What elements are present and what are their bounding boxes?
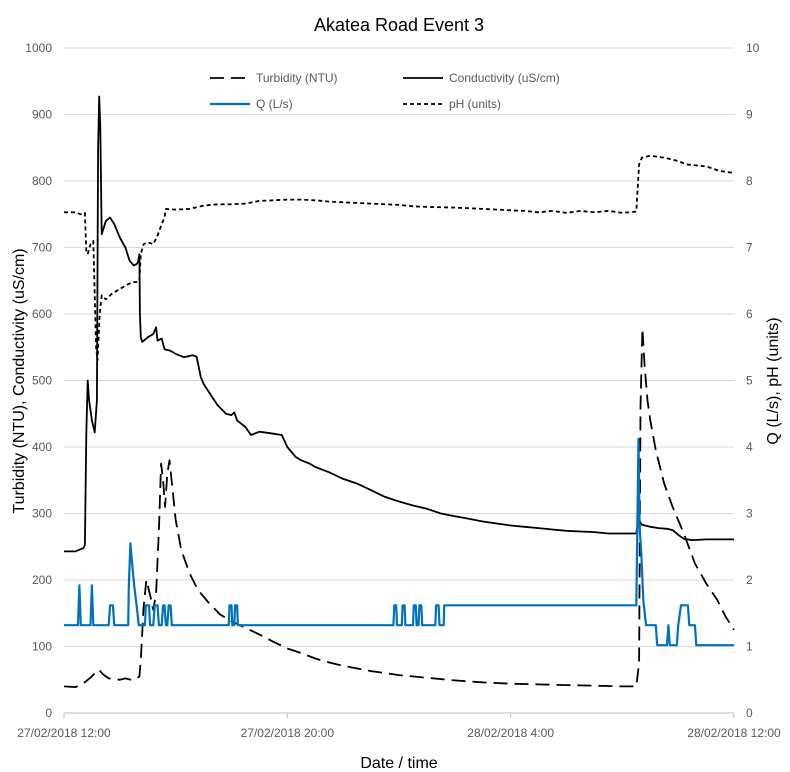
- x-tick-label: 28/02/2018 4:00: [467, 726, 554, 740]
- left-tick-label: 500: [32, 374, 52, 388]
- series-line-q: [64, 437, 734, 647]
- left-tick-label: 300: [32, 507, 52, 521]
- x-axis-ticks: 27/02/2018 12:00 27/02/2018 20:00 28/02/20…: [17, 713, 781, 740]
- series-line-ph: [64, 154, 735, 362]
- series-line-turbidity: [63, 327, 735, 688]
- left-tick-label: 900: [32, 108, 52, 122]
- left-tick-label: 800: [32, 174, 52, 188]
- right-axis-ticks: 0 1 2 3 4 5 6 7 8 9 10: [746, 41, 760, 720]
- left-axis-title: Turbidity (NTU), Conductivity (uS/cm): [11, 248, 28, 513]
- x-tick-label: 28/02/2018 12:00: [687, 726, 781, 740]
- right-tick-label: 6: [746, 307, 753, 321]
- x-tick-label: 27/02/2018 20:00: [241, 726, 335, 740]
- legend-label: Turbidity (NTU): [256, 71, 338, 85]
- right-tick-label: 1: [746, 640, 753, 654]
- right-tick-label: 4: [746, 440, 753, 454]
- x-tick-label: 27/02/2018 12:00: [17, 726, 111, 740]
- left-axis-ticks: 0 100 200 300 400 500 600 700 800 900 1000: [25, 41, 52, 720]
- series-lines: [63, 95, 735, 688]
- right-tick-label: 3: [746, 507, 753, 521]
- left-tick-label: 200: [32, 573, 52, 587]
- right-tick-label: 9: [746, 108, 753, 122]
- right-tick-label: 7: [746, 241, 753, 255]
- left-tick-label: 600: [32, 307, 52, 321]
- legend-label: Conductivity (uS/cm): [449, 71, 560, 85]
- left-tick-label: 700: [32, 241, 52, 255]
- left-tick-label: 0: [45, 706, 52, 720]
- right-tick-label: 0: [746, 706, 753, 720]
- right-tick-label: 8: [746, 174, 753, 188]
- right-tick-label: 10: [746, 41, 760, 55]
- chart-title: Akatea Road Event 3: [314, 15, 484, 35]
- left-tick-label: 100: [32, 640, 52, 654]
- right-tick-label: 5: [746, 374, 753, 388]
- series-line-conductivity: [64, 95, 734, 553]
- legend-label: Q (L/s): [256, 97, 293, 111]
- right-tick-label: 2: [746, 573, 753, 587]
- legend: Turbidity (NTU) Conductivity (uS/cm) Q (L/…: [210, 71, 560, 111]
- x-axis-title: Date / time: [360, 755, 437, 772]
- left-tick-label: 400: [32, 440, 52, 454]
- right-axis-title: Q (L/s), pH (units): [765, 317, 782, 444]
- legend-label: pH (units): [449, 97, 501, 111]
- left-tick-label: 1000: [25, 41, 52, 55]
